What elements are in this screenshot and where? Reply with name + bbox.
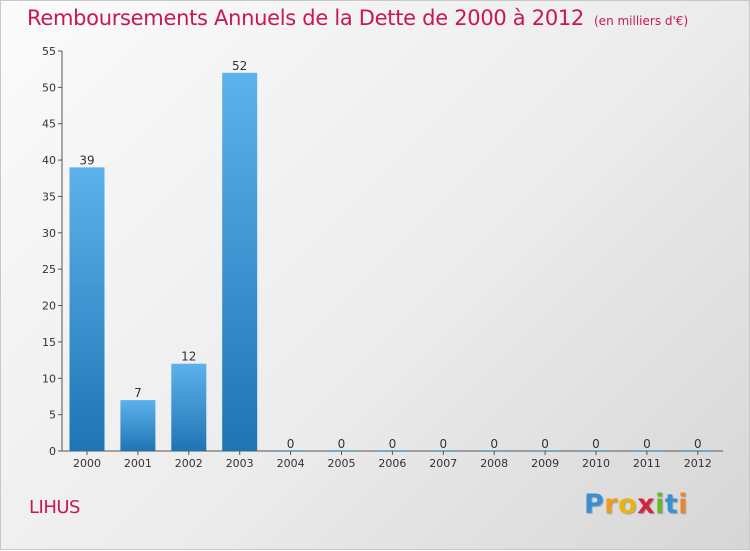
commune-name: LIHUS <box>29 497 80 518</box>
x-tick-label: 2009 <box>531 457 559 470</box>
y-tick-label: 10 <box>42 372 56 385</box>
bar-value-label: 0 <box>389 437 397 451</box>
y-tick-label: 25 <box>42 263 56 276</box>
x-tick-label: 2012 <box>684 457 712 470</box>
bar-value-label: 0 <box>287 437 295 451</box>
bar-value-label: 0 <box>541 437 549 451</box>
x-tick-label: 2010 <box>582 457 610 470</box>
y-tick-label: 40 <box>42 154 56 167</box>
chart-bars <box>69 72 714 452</box>
bar-value-label: 39 <box>79 153 94 167</box>
x-tick-label: 2007 <box>429 457 457 470</box>
x-tick-label: 2004 <box>277 457 305 470</box>
proxiti-logo: Proxiti <box>584 489 689 520</box>
bar-value-label: 0 <box>490 437 498 451</box>
bar <box>222 72 258 452</box>
x-tick-label: 2011 <box>633 457 661 470</box>
x-tick-label: 2005 <box>328 457 356 470</box>
bar-value-label: 0 <box>338 437 346 451</box>
chart-axes <box>58 50 723 455</box>
y-tick-label: 5 <box>49 409 56 422</box>
chart-title: Remboursements Annuels de la Dette de 20… <box>27 6 688 30</box>
y-tick-label: 20 <box>42 300 56 313</box>
chart-labels: 0 5 10 15 20 25 30 35 40 45 50 55 39 2000 7 2001 12 2002 5… <box>42 45 712 470</box>
bar-value-label: 0 <box>592 437 600 451</box>
bar <box>69 167 105 451</box>
y-tick-label: 50 <box>42 81 56 94</box>
x-tick-label: 2000 <box>73 457 101 470</box>
bar-value-label: 0 <box>439 437 447 451</box>
y-tick-label: 55 <box>42 45 56 58</box>
bar-value-label: 52 <box>232 59 247 73</box>
x-tick-label: 2006 <box>378 457 406 470</box>
y-tick-label: 0 <box>49 445 56 458</box>
y-tick-label: 15 <box>42 336 56 349</box>
y-tick-label: 45 <box>42 118 56 131</box>
x-tick-label: 2002 <box>175 457 203 470</box>
bar <box>171 363 207 451</box>
bar-value-label: 12 <box>181 350 196 364</box>
bar-value-label: 0 <box>694 437 702 451</box>
x-tick-label: 2008 <box>480 457 508 470</box>
bar-value-label: 0 <box>643 437 651 451</box>
x-tick-label: 2003 <box>226 457 254 470</box>
bar <box>120 400 156 451</box>
chart-title-text: Remboursements Annuels de la Dette de 20… <box>27 6 584 30</box>
y-tick-label: 35 <box>42 190 56 203</box>
x-tick-label: 2001 <box>124 457 152 470</box>
chart-unit-note: (en milliers d'€) <box>594 14 689 28</box>
bar-value-label: 7 <box>134 386 142 400</box>
y-tick-label: 30 <box>42 227 56 240</box>
